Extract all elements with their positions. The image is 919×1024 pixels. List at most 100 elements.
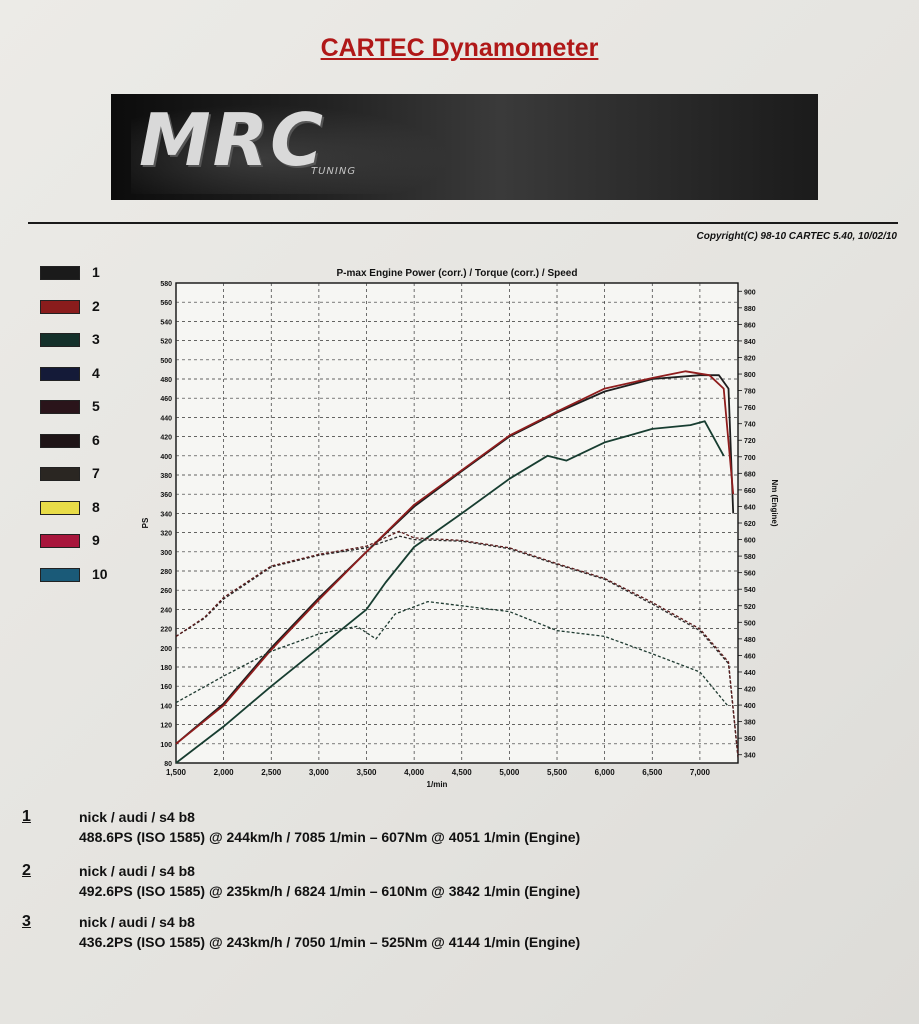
- y2-tick-label: 400: [744, 703, 756, 710]
- legend-label: 5: [92, 398, 100, 414]
- x-tick-label: 5,000: [499, 768, 520, 777]
- y2-tick-label: 500: [744, 620, 756, 627]
- logo-subtext: TUNING: [311, 166, 357, 177]
- y2-tick-label: 640: [744, 504, 756, 511]
- legend-item-3: 3: [40, 329, 160, 349]
- result-figures: 436.2PS (ISO 1585) @ 243km/h / 7050 1/mi…: [79, 934, 581, 950]
- y2-tick-label: 900: [744, 289, 756, 296]
- y-tick-label: 320: [160, 531, 172, 538]
- legend-item-4: 4: [40, 363, 160, 383]
- y2-tick-label: 860: [744, 322, 756, 329]
- x-tick-label: 6,000: [595, 768, 616, 777]
- legend-label: 9: [92, 532, 100, 548]
- y-tick-label: 220: [160, 627, 172, 634]
- y-tick-label: 380: [160, 473, 172, 480]
- y2-tick-label: 380: [744, 720, 756, 727]
- legend-label: 10: [92, 565, 108, 582]
- result-vehicle: nick / audi / s4 b8: [79, 809, 195, 825]
- y2-tick-label: 600: [744, 538, 756, 545]
- y2-tick-label: 580: [744, 554, 756, 561]
- result-vehicle: nick / audi / s4 b8: [79, 914, 195, 930]
- y2-tick-label: 840: [744, 339, 756, 346]
- plot-area: [175, 282, 739, 764]
- y-tick-label: 340: [160, 511, 172, 518]
- result-figures: 492.6PS (ISO 1585) @ 235km/h / 6824 1/mi…: [79, 883, 581, 899]
- x-tick-label: 4,500: [452, 768, 473, 777]
- legend-swatch: [40, 366, 80, 381]
- y2-tick-label: 820: [744, 355, 756, 362]
- legend-label: 3: [92, 331, 100, 347]
- result-item-2: 2 nick / audi / s4 b8 492.6PS (ISO 1585)…: [22, 862, 882, 908]
- y-axis-label: PS: [141, 517, 150, 528]
- legend-label: 2: [92, 297, 100, 314]
- y2-tick-label: 440: [744, 670, 756, 677]
- y2-tick-label: 620: [744, 521, 756, 528]
- chart-title: P-max Engine Power (corr.) / Torque (cor…: [337, 268, 578, 279]
- legend-swatch: [40, 299, 80, 314]
- x-tick-label: 5,500: [547, 768, 568, 777]
- y-tick-label: 420: [160, 435, 172, 442]
- power-curve-run-3: [175, 420, 725, 764]
- torque-curve-run-3: [175, 600, 730, 708]
- legend-item-7: 7: [40, 463, 160, 483]
- y-tick-label: 180: [160, 665, 172, 672]
- legend-label: 7: [92, 465, 100, 481]
- legend-swatch: [40, 467, 80, 481]
- y-tick-label: 140: [160, 703, 172, 710]
- y2-tick-label: 420: [744, 687, 756, 694]
- y2-tick-label: 680: [744, 471, 756, 478]
- divider: [28, 222, 898, 224]
- y2-tick-label: 660: [744, 488, 756, 495]
- y2-tick-label: 800: [744, 372, 756, 379]
- legend-label: 4: [92, 364, 100, 381]
- y-tick-label: 580: [160, 281, 172, 288]
- legend-item-6: 6: [40, 430, 160, 450]
- y2-tick-label: 560: [744, 571, 756, 578]
- x-tick-label: 1,500: [166, 768, 187, 777]
- legend-label: 6: [92, 431, 100, 448]
- y2-tick-label: 700: [744, 455, 756, 462]
- legend-swatch: [40, 534, 80, 548]
- legend-item-8: 8: [40, 497, 160, 517]
- legend-swatch: [40, 266, 80, 280]
- y-tick-label: 100: [160, 742, 172, 749]
- y-tick-label: 200: [160, 646, 172, 653]
- y2-tick-label: 540: [744, 587, 756, 594]
- y-tick-label: 400: [160, 454, 172, 461]
- y2-tick-label: 480: [744, 637, 756, 644]
- x-tick-label: 6,500: [642, 768, 663, 777]
- result-number: 1: [22, 808, 31, 825]
- y2-tick-label: 520: [744, 604, 756, 611]
- legend-label: 8: [92, 498, 100, 515]
- result-item-1: 1 nick / audi / s4 b8 488.6PS (ISO 1585)…: [22, 808, 882, 854]
- y-tick-label: 460: [160, 396, 172, 403]
- y-tick-label: 80: [164, 761, 172, 768]
- y-tick-label: 560: [160, 300, 172, 307]
- legend-swatch: [40, 333, 80, 347]
- y-tick-label: 280: [160, 569, 172, 576]
- y-tick-label: 520: [160, 339, 172, 346]
- legend-item-2: 2: [40, 296, 160, 316]
- legend-item-10: 10: [40, 564, 160, 584]
- y2-tick-label: 340: [744, 753, 756, 760]
- x-tick-label: 7,000: [690, 768, 711, 777]
- logo-text: MRC: [139, 98, 325, 182]
- y2-axis-label: Nm (Engine): [770, 479, 779, 526]
- x-tick-label: 2,000: [214, 768, 235, 777]
- dyno-chart: P-max Engine Power (corr.) / Torque (cor…: [141, 268, 779, 789]
- y-tick-label: 240: [160, 607, 172, 614]
- legend-item-1: 1: [40, 262, 160, 282]
- x-tick-label: 2,500: [261, 768, 282, 777]
- banner-glow: [131, 104, 451, 194]
- x-tick-label: 3,500: [356, 768, 377, 777]
- result-figures: 488.6PS (ISO 1585) @ 244km/h / 7085 1/mi…: [79, 829, 581, 845]
- y-tick-label: 120: [160, 723, 172, 730]
- legend-swatch: [40, 567, 80, 582]
- copyright-text: Copyright(C) 98-10 CARTEC 5.40, 10/02/10: [696, 231, 897, 242]
- result-number: 3: [22, 913, 31, 930]
- y2-tick-label: 880: [744, 306, 756, 313]
- y-tick-label: 500: [160, 358, 172, 365]
- legend-swatch: [40, 500, 80, 515]
- result-vehicle: nick / audi / s4 b8: [79, 863, 195, 879]
- y2-tick-label: 720: [744, 438, 756, 445]
